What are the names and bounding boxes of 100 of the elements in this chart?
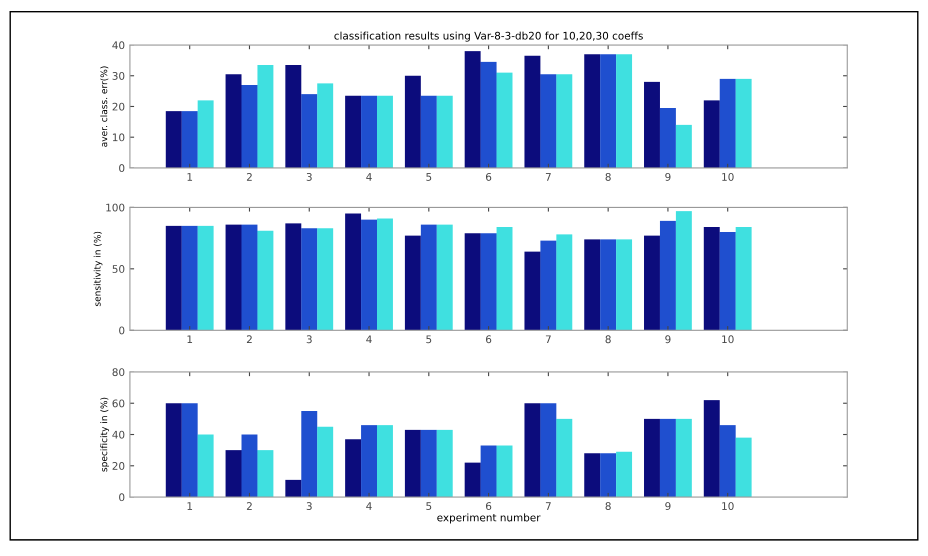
x-tick-label: 5 (426, 502, 432, 510)
bar (496, 72, 513, 168)
bar (660, 220, 676, 330)
bar (198, 100, 214, 168)
x-tick-label: 4 (366, 335, 372, 344)
bar (496, 227, 513, 330)
bar (464, 233, 481, 330)
x-tick-label: 6 (486, 172, 492, 181)
bar (480, 445, 497, 498)
bar (226, 450, 242, 498)
bar (436, 96, 453, 168)
bar (436, 224, 453, 330)
bar (226, 74, 242, 168)
x-tick-label: 8 (606, 502, 611, 510)
bar (420, 96, 437, 168)
x-tick-label: 6 (486, 335, 492, 344)
x-tick-label: 9 (665, 335, 671, 344)
bar (404, 236, 421, 330)
bar (524, 252, 540, 330)
bar (540, 240, 556, 330)
x-axis-title: experiment number (437, 513, 540, 524)
bar (345, 214, 362, 330)
bar (676, 418, 692, 498)
bar (540, 403, 556, 498)
bar (556, 234, 572, 330)
y-tick-label: 20 (112, 462, 124, 470)
x-tick-label: 9 (665, 502, 671, 510)
y-axis-title: aver. class. err(%) (100, 66, 108, 147)
x-tick-label: 7 (546, 502, 551, 510)
bar (720, 78, 736, 168)
bar (301, 94, 318, 168)
x-tick-label: 7 (546, 335, 551, 344)
bar (736, 438, 752, 498)
y-tick-label: 30 (112, 72, 124, 80)
bar (285, 223, 302, 330)
bar (182, 403, 198, 498)
x-tick-label: 1 (188, 173, 192, 181)
bar (736, 78, 752, 168)
bar (257, 230, 274, 330)
x-tick-label: 3 (306, 335, 312, 344)
bar (584, 54, 600, 168)
bar (345, 439, 362, 498)
bar (182, 226, 198, 330)
bar (704, 100, 720, 168)
y-tick-label: 80 (112, 368, 124, 376)
y-tick-label: 0 (119, 164, 124, 172)
y-tick-label: 60 (112, 399, 124, 408)
y-tick-label: 40 (112, 430, 124, 439)
bar (496, 445, 513, 498)
bar (556, 74, 572, 168)
bar (317, 228, 334, 330)
y-tick-label: 0 (119, 326, 124, 334)
bar (361, 220, 378, 330)
bar (377, 218, 393, 330)
bar (480, 233, 497, 330)
chart-title: classification results using Var-8-3-db20 for 10,20,30 coeffs (334, 32, 643, 42)
x-tick-label: 5 (426, 335, 432, 344)
y-axis-title: sensitivity in (%) (94, 232, 102, 306)
bar (584, 239, 600, 330)
bar (242, 84, 258, 168)
bar (616, 452, 632, 498)
bar (198, 226, 214, 330)
x-tick-label: 8 (606, 172, 611, 181)
x-tick-label: 10 (722, 502, 734, 510)
y-tick-label: 20 (112, 102, 124, 111)
bar (660, 418, 676, 498)
x-tick-label: 10 (722, 172, 734, 181)
bar (720, 232, 736, 330)
x-tick-label: 3 (306, 172, 312, 181)
bar (198, 434, 214, 498)
bar (600, 453, 616, 498)
bar (616, 54, 632, 168)
bar (480, 62, 497, 168)
bar (676, 211, 692, 330)
bar (285, 480, 302, 498)
bar (242, 434, 258, 498)
bar (616, 239, 632, 330)
bar (182, 111, 198, 168)
x-tick-label: 10 (722, 335, 734, 344)
bar (377, 425, 393, 498)
bar (345, 96, 362, 168)
bar (720, 425, 736, 498)
bar (660, 108, 676, 168)
x-tick-label: 5 (426, 173, 432, 181)
y-tick-label: 10 (112, 133, 124, 142)
bar (257, 65, 274, 168)
x-tick-label: 6 (486, 502, 492, 510)
bar (404, 76, 421, 168)
x-tick-label: 1 (188, 502, 192, 510)
bar (285, 65, 302, 168)
x-tick-label: 2 (246, 172, 252, 181)
bar (317, 83, 334, 168)
x-tick-label: 4 (366, 502, 372, 510)
x-tick-label: 2 (246, 335, 252, 344)
bar (600, 239, 616, 330)
x-tick-label: 9 (665, 172, 671, 181)
bar (676, 124, 692, 168)
bar (301, 411, 318, 498)
bar (584, 453, 600, 498)
bar (524, 56, 540, 168)
